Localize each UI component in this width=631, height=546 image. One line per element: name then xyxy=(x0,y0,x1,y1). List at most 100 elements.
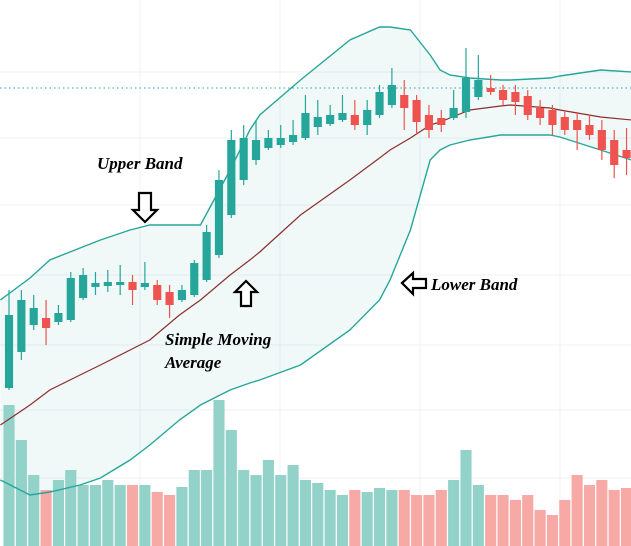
volume-bar xyxy=(312,483,324,546)
volume-bar xyxy=(596,480,608,546)
volume-bar xyxy=(349,490,361,546)
candle-body xyxy=(536,108,545,118)
volume-bar xyxy=(546,515,559,546)
volume-bar xyxy=(151,492,163,546)
volume-bar xyxy=(89,485,102,546)
volume-bar xyxy=(213,400,225,546)
candle-body xyxy=(449,108,458,118)
volume-bar xyxy=(423,495,435,546)
volume-bar xyxy=(398,490,410,546)
candle-body xyxy=(128,282,137,290)
volume-bar xyxy=(435,490,447,546)
volume-bar xyxy=(497,495,509,546)
candle-body xyxy=(313,117,322,127)
volume-bar xyxy=(534,510,546,546)
candle-body xyxy=(153,285,162,300)
volume-bar xyxy=(15,440,27,546)
volume-bar xyxy=(126,485,139,546)
candle-body xyxy=(4,315,14,388)
candle-body xyxy=(202,232,211,280)
annotation: Lower Band xyxy=(430,275,518,294)
candle-body xyxy=(338,113,347,120)
annotation: Upper Band xyxy=(97,154,183,173)
volume-bar xyxy=(559,500,571,546)
candle-body xyxy=(387,85,396,105)
band-fill xyxy=(0,27,631,495)
annotations: Upper Band Simple Moving Average Lower B… xyxy=(97,154,518,372)
candle-body xyxy=(276,138,285,145)
volume-bar xyxy=(373,488,386,546)
candle-body xyxy=(622,150,631,158)
volume-bar xyxy=(620,488,631,546)
candle-body xyxy=(400,95,409,108)
volume-bar xyxy=(52,480,64,546)
volume-bar xyxy=(509,500,521,546)
upper-band xyxy=(0,26,631,301)
candle-body xyxy=(474,80,483,97)
candle-body xyxy=(239,138,248,180)
volume-bar xyxy=(583,485,596,546)
candle-body xyxy=(301,113,310,138)
middle-band xyxy=(0,104,631,426)
candle-body xyxy=(424,115,434,130)
candle-body xyxy=(17,300,26,352)
candle-body xyxy=(251,140,261,160)
volume-bar xyxy=(238,470,250,546)
volume-bar xyxy=(485,495,497,546)
volume-bar xyxy=(411,495,423,546)
arrow-down xyxy=(130,191,160,224)
volume-bar xyxy=(460,450,472,546)
volume-bar xyxy=(65,470,77,546)
candle-body xyxy=(103,282,112,286)
candle-body xyxy=(91,283,100,287)
annotation: Average xyxy=(164,353,222,372)
arrow-up xyxy=(232,279,260,308)
candle-body xyxy=(140,283,149,287)
lower-band xyxy=(0,134,631,496)
volume-bar xyxy=(608,490,620,546)
volume-bar xyxy=(3,405,15,546)
candle-body xyxy=(350,115,359,125)
plot xyxy=(0,26,631,546)
candle-body xyxy=(54,313,63,322)
arrow-left xyxy=(400,270,428,297)
candle-body xyxy=(190,263,199,295)
volume-bar xyxy=(571,475,583,546)
candle-body xyxy=(177,290,187,300)
volume-bar xyxy=(139,485,151,546)
volume-bar xyxy=(77,485,89,546)
volume-bar xyxy=(102,480,114,546)
candle-body xyxy=(363,110,372,125)
volume-bar xyxy=(386,490,398,546)
volume-bar xyxy=(336,495,349,546)
candle-body xyxy=(66,278,75,320)
candle-body xyxy=(227,140,236,215)
volume-bar xyxy=(361,492,373,546)
volume-bar xyxy=(287,465,299,546)
annotation: Simple Moving xyxy=(165,330,272,349)
candle-body xyxy=(610,140,619,165)
volume-bar xyxy=(164,495,176,546)
candle-body xyxy=(498,90,508,100)
volume-bar xyxy=(299,480,311,546)
candle-body xyxy=(165,292,174,305)
volume-bar xyxy=(176,487,188,546)
volume-bar xyxy=(275,475,287,546)
candle-body xyxy=(326,115,335,124)
candle-body xyxy=(375,92,384,115)
volume-bar xyxy=(201,470,213,546)
volume-bar xyxy=(28,475,40,546)
candle-body xyxy=(511,92,520,102)
candle-body xyxy=(264,138,273,148)
volume-bar xyxy=(324,490,336,546)
candle-body xyxy=(548,110,557,125)
candle-body xyxy=(412,100,421,122)
volume-bar xyxy=(472,485,484,546)
candle-body xyxy=(585,125,594,135)
volume-bar xyxy=(522,495,534,546)
candle-body xyxy=(116,282,125,285)
candle-body xyxy=(597,130,606,150)
volume-bar xyxy=(250,475,262,546)
